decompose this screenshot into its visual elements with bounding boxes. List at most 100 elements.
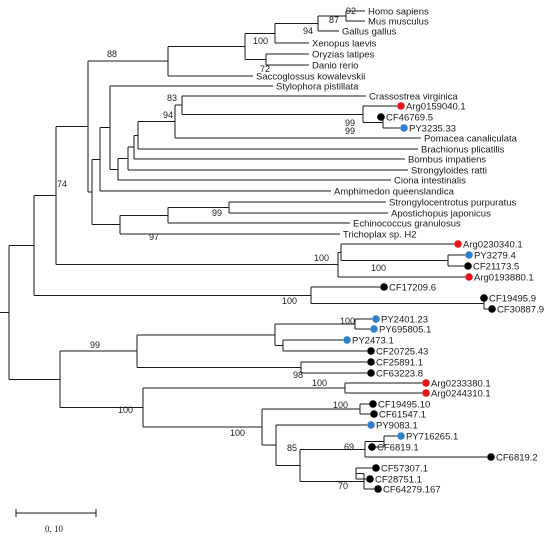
bootstrap-value: 100	[312, 378, 327, 388]
leaf-label: Homo sapiens	[368, 7, 429, 18]
bootstrap-values: 9287941007288839499997499971001001001009…	[57, 6, 386, 491]
leaf-label: CF64279.167	[383, 485, 441, 496]
bootstrap-value: 72	[260, 64, 270, 74]
leaf-label: CF28751.1	[375, 475, 422, 486]
leaf-label: Mus musculus	[368, 17, 429, 28]
leaf-label: Arg0193880.1	[474, 273, 534, 284]
leaf-label: Bombus impatiens	[408, 155, 486, 166]
black-tip-marker	[487, 453, 495, 461]
blue-tip-marker	[343, 336, 351, 344]
leaf-label: Pomacea canaliculata	[424, 134, 518, 145]
black-tip-marker	[370, 410, 378, 418]
bootstrap-value: 99	[345, 126, 355, 136]
black-tip-marker	[372, 464, 380, 472]
bootstrap-value: 94	[303, 26, 313, 36]
black-tip-marker	[480, 294, 488, 302]
leaf-label: Gallus gallus	[342, 27, 397, 38]
leaf-label: Apostichopus japonicus	[391, 209, 491, 220]
bootstrap-value: 88	[107, 49, 117, 59]
bootstrap-value: 99	[345, 118, 355, 128]
red-tip-marker	[397, 102, 405, 110]
leaf-label: Crassostrea virginica	[369, 92, 458, 103]
blue-tip-marker	[400, 124, 408, 132]
leaf-label: CF63223.8	[376, 369, 423, 380]
leaf-label: CF30887.9	[497, 305, 544, 316]
bootstrap-value: 100	[333, 400, 348, 410]
bootstrap-value: 99	[90, 340, 100, 350]
leaf-label: Stylophora pistillata	[276, 82, 359, 93]
black-tip-marker	[367, 369, 375, 377]
leaf-label: PY2401.23	[381, 315, 428, 326]
black-tip-marker	[366, 475, 374, 483]
blue-tip-marker	[465, 251, 473, 259]
leaf-label: Echinococcus granulosus	[353, 219, 461, 230]
black-tip-marker	[367, 358, 375, 366]
blue-tip-marker	[397, 432, 405, 440]
tree-branches	[0, 10, 488, 490]
bootstrap-value: 100	[230, 428, 245, 438]
leaf-label: Oryzias latipes	[312, 50, 375, 61]
bootstrap-value: 97	[149, 232, 159, 242]
black-tip-marker	[464, 262, 472, 270]
leaf-label: Arg0233380.1	[431, 379, 491, 390]
bootstrap-value: 85	[287, 443, 297, 453]
bootstrap-value: 100	[118, 405, 133, 415]
black-tip-marker	[369, 400, 377, 408]
leaf-label: Danio rerio	[312, 61, 358, 72]
red-tip-marker	[422, 389, 430, 397]
leaf-label: CF6819.2	[496, 453, 538, 464]
leaf-label: PY9083.1	[376, 421, 418, 432]
black-tip-marker	[377, 113, 385, 121]
leaf-label: Strongylocentrotus purpuratus	[389, 198, 517, 209]
black-tip-marker	[374, 485, 382, 493]
bootstrap-value: 98	[293, 370, 303, 380]
bootstrap-value: 99	[212, 208, 222, 218]
leaf-label: CF57307.1	[381, 464, 428, 475]
leaf-label: Amphimedon queenslandica	[334, 187, 455, 198]
leaf-label: CF25891.1	[376, 358, 423, 369]
leaf-label: Arg0230340.1	[463, 240, 523, 251]
leaf-label: Xenopus laevis	[312, 39, 377, 50]
bootstrap-value: 100	[314, 253, 329, 263]
leaf-label: CF20725.43	[376, 347, 428, 358]
leaf-label: Strongyloides ratti	[411, 166, 487, 177]
bootstrap-value: 100	[340, 316, 355, 326]
leaf-label: PY716265.1	[406, 432, 458, 443]
black-tip-marker	[488, 305, 496, 313]
leaf-label: PY3235.33	[409, 124, 456, 135]
bootstrap-value: 100	[253, 36, 268, 46]
leaf-label: Arg0244310.1	[431, 389, 491, 400]
bootstrap-value: 92	[346, 6, 356, 16]
leaf-label: CF21173.5	[473, 262, 519, 273]
leaf-label: Trichoplax sp. H2	[343, 230, 417, 241]
bootstrap-value: 100	[371, 263, 386, 273]
blue-tip-marker	[372, 315, 380, 323]
red-tip-marker	[454, 240, 462, 248]
bootstrap-value: 94	[163, 110, 173, 120]
black-tip-marker	[367, 347, 375, 355]
leaf-label: Brachionus plicatilis	[421, 145, 505, 156]
scale-bar: 0. 10	[15, 509, 97, 534]
leaf-label: CF19495.9	[489, 294, 536, 305]
red-tip-marker	[465, 273, 473, 281]
black-tip-marker	[380, 283, 388, 291]
bootstrap-value: 74	[57, 179, 67, 189]
leaf-label: Ciona intestinalis	[394, 176, 466, 187]
leaf-label: CF19495.10	[378, 400, 430, 411]
bootstrap-value: 83	[167, 93, 177, 103]
red-tip-marker	[422, 379, 430, 387]
leaf-label: CF17209.6	[389, 283, 436, 294]
blue-tip-marker	[367, 421, 375, 429]
bootstrap-value: 100	[282, 296, 297, 306]
black-tip-marker	[368, 443, 376, 451]
leaf-label: PY3279.4	[474, 251, 516, 262]
bootstrap-value: 70	[338, 481, 348, 491]
bootstrap-value: 87	[329, 15, 339, 25]
scale-bar-label: 0. 10	[45, 524, 64, 534]
leaf-label: PY695805.1	[379, 325, 431, 336]
leaf-label: Arg0159040.1	[406, 102, 466, 113]
leaf-label: CF46769.5	[386, 113, 433, 124]
leaf-label: CF61547.1	[379, 410, 426, 421]
